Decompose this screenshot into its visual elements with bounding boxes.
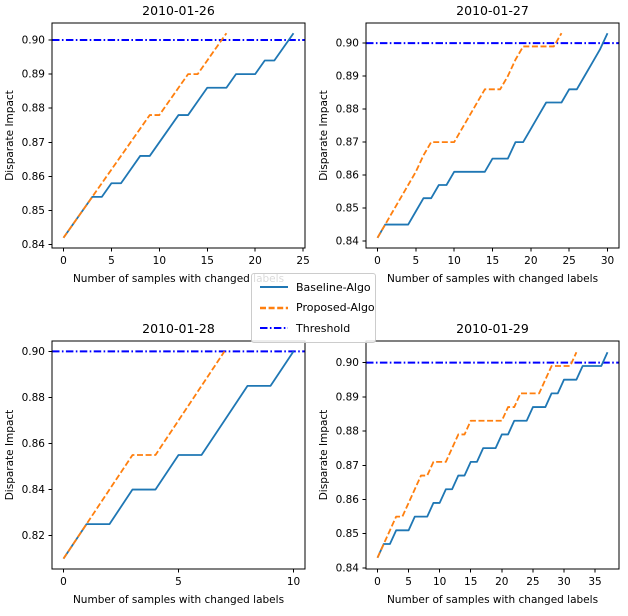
y-tick-label: 0.84: [22, 484, 46, 496]
y-tick-label: 0.85: [336, 203, 359, 215]
y-axis-label: Disparate Impact: [4, 90, 16, 181]
x-tick-label: 25: [526, 576, 539, 588]
x-tick-label: 0: [374, 255, 381, 267]
x-tick-label: 5: [405, 576, 412, 588]
x-tick-label: 20: [495, 576, 508, 588]
x-tick-label: 30: [557, 576, 570, 588]
y-tick-label: 0.87: [336, 137, 359, 149]
y-tick-label: 0.89: [336, 71, 359, 83]
plot-frame: [51, 22, 306, 249]
x-tick-label: 15: [464, 576, 477, 588]
x-tick-label: 35: [588, 576, 601, 588]
x-axis-label: Number of samples with changed labels: [387, 273, 598, 285]
legend-label-baseline: Baseline-Algo: [296, 280, 371, 294]
y-tick-label: 0.86: [336, 494, 360, 506]
x-tick-label: 30: [601, 255, 614, 267]
x-tick-label: 10: [287, 576, 300, 588]
proposed-algo-line: [62, 32, 228, 239]
x-tick-label: 15: [486, 255, 499, 267]
y-tick-label: 0.90: [22, 346, 45, 358]
x-tick-label: 5: [175, 576, 182, 588]
proposed-algo-line: [376, 32, 563, 239]
legend-label-threshold: Threshold: [296, 321, 351, 335]
baseline-algo-line: [62, 32, 295, 239]
plot-frame: [365, 340, 620, 570]
y-tick-label: 0.90: [336, 38, 359, 50]
y-axis-label: Disparate Impact: [318, 90, 330, 181]
subplot-bottom-right: 0 5 10 15 20 25 30 35 0.84 0.85 0.86 0.87 0.88 0.89 0.…: [318, 321, 620, 606]
y-axis-label: Disparate Impact: [318, 410, 330, 501]
chart-title: 2010-01-28: [142, 321, 215, 336]
plot-frame: [365, 22, 620, 249]
subplot-top-right: 0 5 10 15 20 25 30 0.84 0.85 0.86 0.87 0.88 0.89 0.90…: [318, 3, 620, 285]
legend: Baseline-Algo Proposed-Algo Threshold: [251, 273, 376, 343]
x-tick-label: 0: [60, 576, 67, 588]
y-tick-label: 0.89: [336, 391, 359, 403]
y-tick-label: 0.84: [336, 236, 360, 248]
baseline-line-icon: [260, 286, 288, 288]
x-axis-label: Number of samples with changed labels: [73, 594, 284, 606]
y-tick-label: 0.85: [336, 528, 359, 540]
y-axis-label: Disparate Impact: [4, 410, 16, 501]
y-tick-label: 0.82: [22, 530, 45, 542]
x-tick-label: 15: [201, 255, 214, 267]
y-tick-label: 0.88: [22, 103, 45, 115]
threshold-line-icon: [260, 327, 288, 329]
x-tick-label: 20: [248, 255, 261, 267]
y-tick-label: 0.84: [336, 562, 360, 574]
baseline-algo-line: [62, 350, 295, 560]
x-tick-label: 20: [524, 255, 537, 267]
proposed-line-icon: [260, 306, 288, 309]
x-tick-label: 10: [153, 255, 166, 267]
y-tick-label: 0.85: [22, 205, 45, 217]
subplot-top-left: 0 5 10 15 20 25 0.84 0.85 0.86 0.87 0.88 0.89 0.90 20…: [4, 3, 310, 285]
y-tick-label: 0.84: [22, 239, 46, 251]
legend-item-proposed: Proposed-Algo: [259, 299, 375, 317]
x-axis-label: Number of samples with changed labels: [387, 594, 598, 606]
x-tick-label: 25: [562, 255, 575, 267]
legend-item-baseline: Baseline-Algo: [259, 278, 371, 296]
subplot-bottom-left: 0 5 10 0.82 0.84 0.86 0.88 0.90 2010-01-28 Number…: [4, 321, 306, 606]
x-tick-label: 25: [296, 255, 309, 267]
y-tick-label: 0.88: [22, 392, 45, 404]
y-tick-label: 0.88: [336, 426, 359, 438]
y-tick-label: 0.90: [22, 35, 45, 47]
y-tick-label: 0.88: [336, 104, 359, 116]
y-tick-label: 0.86: [336, 170, 360, 182]
y-tick-label: 0.86: [22, 438, 46, 450]
y-tick-label: 0.89: [22, 69, 45, 81]
y-tick-label: 0.87: [22, 137, 45, 149]
x-tick-label: 0: [60, 255, 67, 267]
proposed-algo-line: [62, 350, 226, 560]
y-tick-label: 0.87: [336, 460, 359, 472]
y-tick-label: 0.86: [22, 171, 46, 183]
y-tick-label: 0.90: [336, 357, 359, 369]
x-tick-label: 5: [412, 255, 419, 267]
legend-item-threshold: Threshold: [259, 319, 367, 337]
proposed-algo-line: [376, 351, 578, 559]
x-axis-label: Number of samples with changed labels: [73, 273, 284, 285]
chart-title: 2010-01-26: [142, 3, 215, 18]
x-tick-label: 0: [374, 576, 381, 588]
chart-title: 2010-01-27: [456, 3, 529, 18]
x-tick-label: 10: [433, 576, 446, 588]
chart-title: 2010-01-29: [456, 321, 529, 336]
baseline-algo-line: [376, 351, 609, 559]
x-tick-label: 5: [108, 255, 115, 267]
baseline-algo-line: [376, 32, 609, 239]
legend-label-proposed: Proposed-Algo: [296, 301, 375, 314]
x-tick-label: 10: [447, 255, 460, 267]
